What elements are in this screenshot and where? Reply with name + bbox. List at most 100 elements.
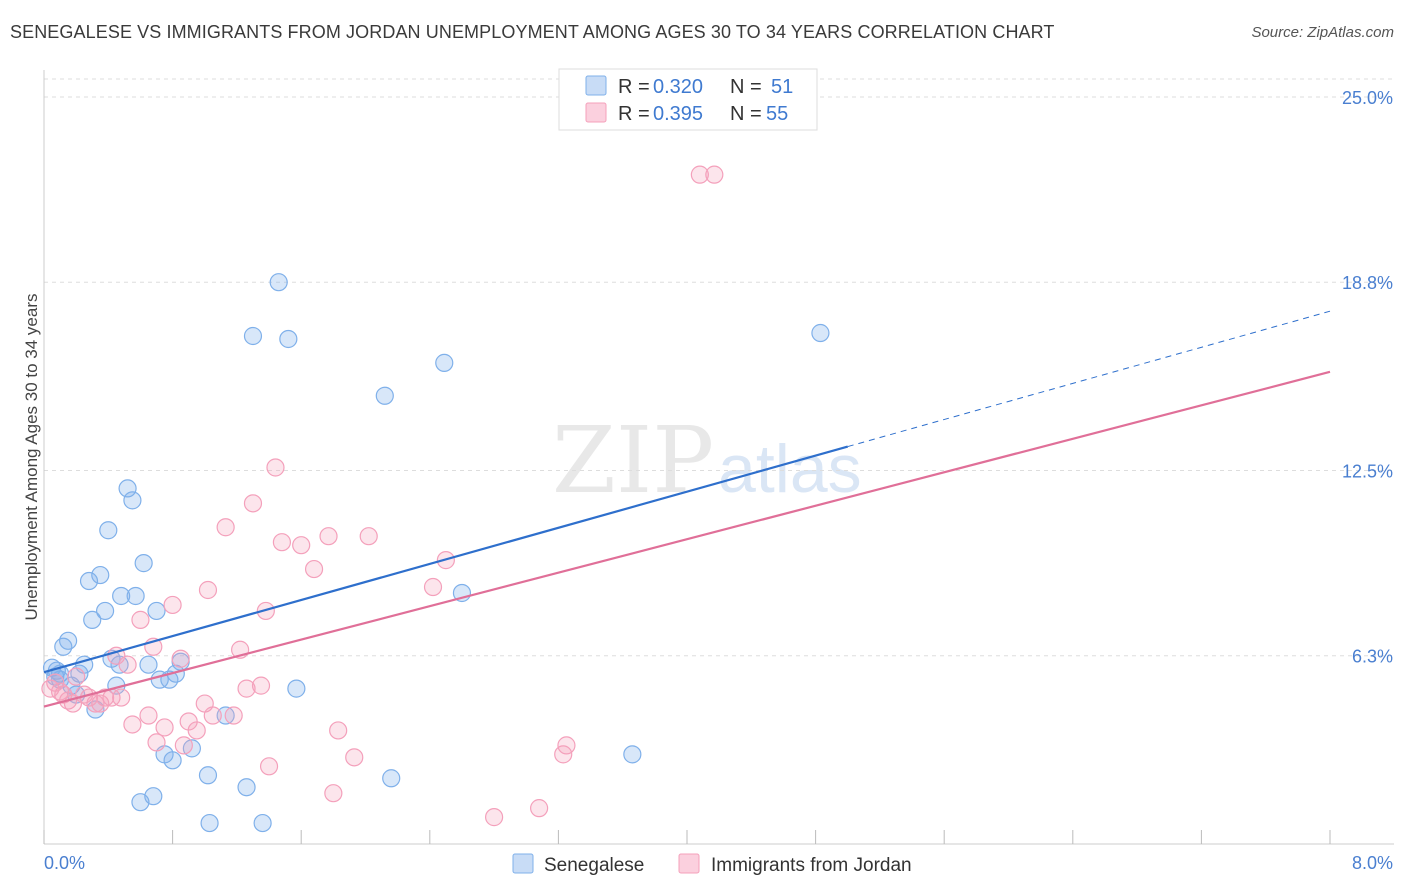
y-axis-title: Unemployment Among Ages 30 to 34 years xyxy=(22,294,41,621)
point-jordan xyxy=(203,706,222,725)
point-senegalese xyxy=(79,571,99,591)
trend-lines xyxy=(43,310,1331,708)
stats-legend: R = 0.320 N = 51 R = 0.395 N = 55 xyxy=(558,68,818,131)
point-jordan xyxy=(324,784,343,803)
legend-r-value-jordan: 0.395 xyxy=(653,103,703,125)
y-tick-label: 25.0% xyxy=(1342,88,1393,108)
y-tick-labels: 6.3% 12.5% 18.8% 25.0% xyxy=(1342,88,1393,667)
legend-n-label-senegalese: N = xyxy=(730,76,762,98)
bottom-legend-swatch-jordan xyxy=(678,853,700,874)
point-jordan xyxy=(216,518,235,537)
point-senegalese xyxy=(237,778,256,797)
point-jordan xyxy=(304,559,324,579)
legend-swatch-senegalese xyxy=(585,75,607,96)
point-senegalese xyxy=(59,631,78,650)
point-jordan xyxy=(139,706,158,725)
point-senegalese xyxy=(269,273,288,292)
grid-lines xyxy=(44,78,1394,657)
legend-n-value-jordan: 55 xyxy=(766,103,788,125)
point-jordan xyxy=(123,715,142,734)
x-tick-label-min: 0.0% xyxy=(44,853,85,873)
point-jordan xyxy=(237,679,256,698)
point-jordan xyxy=(243,494,263,513)
point-senegalese xyxy=(200,813,219,833)
chart-title: SENEGALESE VS IMMIGRANTS FROM JORDAN UNE… xyxy=(10,22,1055,42)
legend-swatch-jordan xyxy=(585,102,607,123)
trend-extension-senegalese xyxy=(847,310,1331,448)
point-senegalese xyxy=(70,664,89,683)
point-senegalese xyxy=(123,491,142,510)
point-jordan xyxy=(423,577,443,597)
legend-r-value-senegalese: 0.320 xyxy=(653,76,703,98)
point-senegalese xyxy=(134,554,153,573)
point-senegalese xyxy=(253,813,272,833)
point-senegalese xyxy=(112,586,131,606)
point-jordan xyxy=(224,706,243,725)
watermark-atlas: atlas xyxy=(718,431,862,507)
point-senegalese xyxy=(139,655,158,674)
point-jordan xyxy=(259,757,279,776)
point-senegalese xyxy=(91,565,110,585)
bottom-legend-swatch-senegalese xyxy=(512,853,534,874)
point-jordan xyxy=(345,748,364,767)
point-jordan xyxy=(530,799,549,818)
point-jordan xyxy=(292,536,311,555)
point-jordan xyxy=(557,736,576,755)
point-jordan xyxy=(174,736,193,755)
point-jordan xyxy=(690,165,709,184)
trend-line-jordan xyxy=(43,370,1331,708)
bottom-legend-label-senegalese: Senegalese xyxy=(544,855,644,876)
point-jordan xyxy=(112,688,131,707)
point-jordan xyxy=(485,808,504,827)
point-senegalese xyxy=(811,323,830,343)
point-senegalese xyxy=(83,610,102,629)
point-jordan xyxy=(118,655,137,674)
bottom-legend-label-jordan: Immigrants from Jordan xyxy=(711,855,912,876)
point-jordan xyxy=(147,733,166,752)
point-jordan xyxy=(86,694,105,713)
point-senegalese xyxy=(163,751,182,770)
point-jordan xyxy=(319,527,338,546)
legend-r-label-jordan: R = xyxy=(618,103,650,125)
axes xyxy=(43,70,1394,845)
point-jordan xyxy=(163,595,182,615)
watermark: ZIP atlas xyxy=(552,407,862,514)
point-jordan xyxy=(272,533,292,552)
point-senegalese xyxy=(147,601,166,621)
x-ticks xyxy=(43,830,1331,844)
trend-line-senegalese xyxy=(43,445,849,674)
point-jordan xyxy=(67,667,86,686)
point-jordan xyxy=(131,610,150,629)
point-senegalese xyxy=(287,679,306,698)
point-senegalese xyxy=(54,637,73,656)
point-jordan xyxy=(266,458,285,477)
point-senegalese xyxy=(99,521,118,540)
point-senegalese xyxy=(375,386,394,405)
point-jordan xyxy=(91,694,110,713)
point-jordan xyxy=(187,721,206,740)
point-senegalese xyxy=(198,766,218,785)
point-jordan xyxy=(95,688,115,707)
series-legend: Senegalese Immigrants from Jordan xyxy=(512,853,912,876)
y-tick-label: 18.8% xyxy=(1342,273,1393,293)
point-senegalese xyxy=(144,787,163,806)
point-jordan xyxy=(155,718,174,737)
point-senegalese xyxy=(126,586,145,606)
y-tick-label: 6.3% xyxy=(1352,647,1393,667)
legend-n-label-jordan: N = xyxy=(730,103,762,125)
point-jordan xyxy=(251,676,271,695)
point-senegalese xyxy=(95,601,115,621)
point-jordan xyxy=(171,649,190,668)
point-senegalese xyxy=(243,326,263,346)
x-tick-label-max: 8.0% xyxy=(1352,853,1393,873)
point-senegalese xyxy=(279,329,298,349)
legend-r-label-senegalese: R = xyxy=(618,76,650,98)
point-senegalese xyxy=(382,769,401,788)
point-jordan xyxy=(359,527,378,546)
point-jordan xyxy=(705,165,724,184)
source-credit: Source: ZipAtlas.com xyxy=(1251,24,1394,41)
point-jordan xyxy=(329,721,348,740)
y-tick-label: 12.5% xyxy=(1342,461,1393,481)
watermark-zip: ZIP xyxy=(552,407,714,514)
